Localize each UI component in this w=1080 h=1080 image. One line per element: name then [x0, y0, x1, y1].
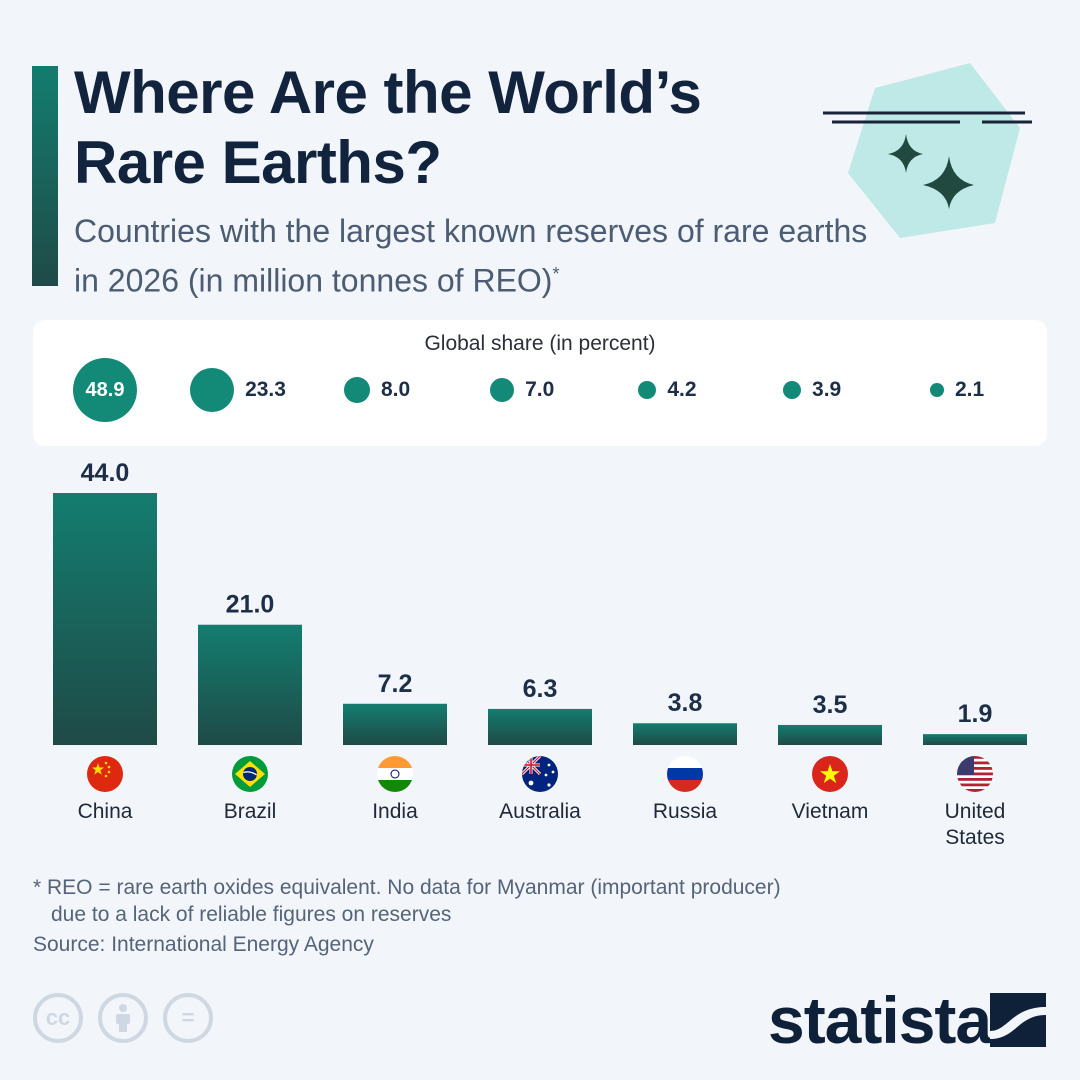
share-bubble: [637, 380, 657, 400]
bar-united-states: [923, 734, 1027, 745]
bar-vietnam: [778, 724, 882, 745]
bar-value-label: 44.0: [81, 459, 130, 487]
global-share-item: 48.9: [33, 320, 1047, 422]
india-flag: [377, 756, 413, 792]
bar-value-label: 7.2: [378, 670, 413, 698]
bar-chart: 44.0 21.0 7.2 6.3 3.8 3.5 1.9: [53, 459, 1027, 745]
country-label: Brazil: [223, 800, 277, 823]
share-value-label: 2.1: [955, 378, 985, 401]
share-bubble: [344, 377, 370, 403]
share-bubble: [489, 377, 515, 403]
global-share-item: 3.9: [33, 320, 1047, 410]
subtitle-text: Countries with the largest known reserve…: [74, 213, 868, 299]
country-label: India: [372, 800, 418, 823]
vietnam-flag: [812, 756, 848, 792]
brazil-flag: [232, 756, 268, 792]
country-label: Russia: [652, 800, 718, 823]
country-label: Australia: [499, 800, 581, 823]
attribution-icon[interactable]: [98, 993, 148, 1043]
person-glyph: [116, 1004, 130, 1032]
share-value-label: 8.0: [380, 378, 411, 401]
us-flag: [957, 756, 993, 792]
bar-value-label: 1.9: [958, 700, 993, 728]
share-value-label: 23.3: [245, 378, 286, 401]
sparkle-icon: [823, 63, 1032, 238]
share-value-label: 3.9: [812, 378, 842, 401]
bar-india: [343, 703, 447, 745]
bar-china: [53, 493, 157, 745]
china-flag: [87, 756, 123, 792]
subtitle-footnote-mark: *: [552, 264, 560, 284]
country-label: Vietnam: [791, 800, 869, 823]
footnote-line-2: due to a lack of reliable figures on res…: [51, 903, 452, 926]
share-bubble: [782, 380, 802, 400]
global-share-panel: Global share (in percent) 48.9 23.3 8.0 7.0…: [33, 320, 1047, 446]
country-label: China: [77, 800, 133, 823]
statista-wordmark[interactable]: statista: [768, 983, 992, 1057]
title-accent-bar: [32, 66, 58, 286]
statista-logo-icon[interactable]: [990, 993, 1046, 1047]
share-bubble: [930, 383, 944, 397]
global-share-item: 23.3: [33, 320, 1047, 413]
global-share-title: Global share (in percent): [424, 332, 656, 355]
no-derivatives-icon[interactable]: =: [163, 993, 213, 1043]
share-bubble: 48.9: [73, 358, 137, 422]
australia-flag: [522, 756, 558, 792]
global-share-item: 8.0: [33, 320, 1047, 410]
bar-australia: [488, 708, 592, 745]
bar-brazil: [198, 624, 302, 745]
global-share-item: 7.0: [33, 320, 1047, 410]
page-subtitle: Countries with the largest known reserve…: [74, 210, 894, 303]
bar-value-label: 6.3: [523, 675, 558, 703]
page-title: Where Are the World’s Rare Earths?: [74, 59, 702, 196]
source-text: Source: International Energy Agency: [33, 933, 374, 956]
bar-value-label: 3.8: [668, 689, 703, 717]
equals-icon-label: =: [181, 1005, 195, 1030]
global-share-item: 2.1: [33, 320, 1047, 410]
country-label: United States: [944, 800, 1006, 849]
global-share-item: 4.2: [33, 320, 1047, 410]
share-value-label: 7.0: [525, 378, 555, 401]
russia-flag: [667, 756, 703, 792]
footnote: * REO = rare earth oxides equivalent. No…: [33, 874, 933, 928]
share-bubble: [189, 367, 235, 413]
bar-value-label: 3.5: [813, 691, 848, 719]
cc-icon[interactable]: cc: [33, 993, 83, 1043]
share-value-label: 4.2: [667, 378, 697, 401]
bar-russia: [633, 723, 737, 745]
bar-value-label: 21.0: [226, 591, 275, 619]
footnote-line-1: * REO = rare earth oxides equivalent. No…: [33, 876, 781, 899]
cc-icon-label: cc: [45, 1005, 71, 1030]
